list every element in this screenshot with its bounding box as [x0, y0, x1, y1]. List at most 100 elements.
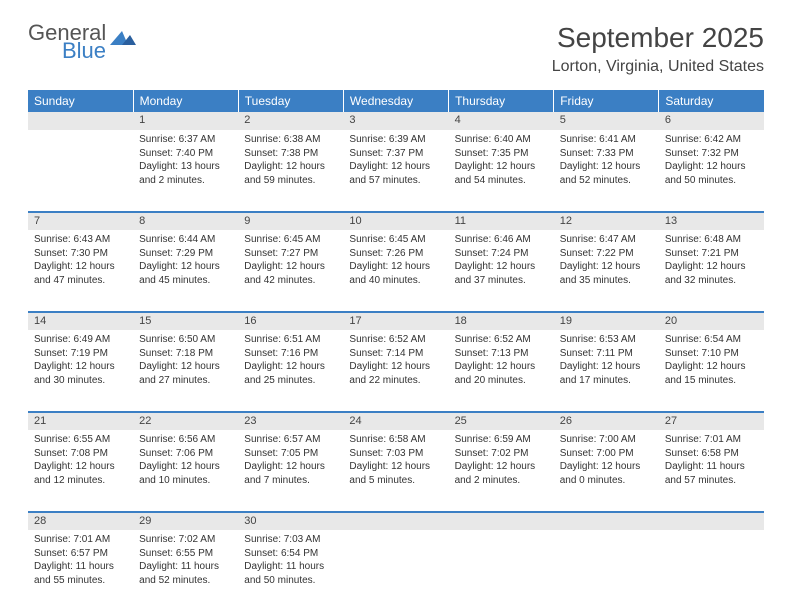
day-cell: Sunrise: 6:45 AMSunset: 7:26 PMDaylight:… [343, 230, 448, 290]
weekday-header: Sunday [28, 90, 133, 112]
sunset-text: Sunset: 7:02 PM [455, 447, 548, 461]
day-body-cell: Sunrise: 7:01 AMSunset: 6:57 PMDaylight:… [28, 530, 133, 612]
calendar-table: Sunday Monday Tuesday Wednesday Thursday… [28, 90, 764, 612]
day-body-cell [449, 530, 554, 612]
sunset-text: Sunset: 7:27 PM [244, 247, 337, 261]
sunset-text: Sunset: 7:13 PM [455, 347, 548, 361]
sunrise-text: Sunrise: 7:02 AM [139, 533, 232, 547]
daynum-cell [659, 512, 764, 530]
day-body-cell: Sunrise: 6:42 AMSunset: 7:32 PMDaylight:… [659, 130, 764, 212]
sunrise-text: Sunrise: 6:41 AM [560, 133, 653, 147]
daylight-text: Daylight: 12 hours and 27 minutes. [139, 360, 232, 387]
day-cell: Sunrise: 6:53 AMSunset: 7:11 PMDaylight:… [554, 330, 659, 390]
day-cell: Sunrise: 6:37 AMSunset: 7:40 PMDaylight:… [133, 130, 238, 190]
day-body-cell: Sunrise: 6:45 AMSunset: 7:27 PMDaylight:… [238, 230, 343, 312]
day-number: 9 [238, 213, 343, 229]
daynum-cell: 9 [238, 212, 343, 230]
weekday-header: Saturday [659, 90, 764, 112]
daynum-cell: 26 [554, 412, 659, 430]
month-title: September 2025 [552, 22, 764, 54]
sunrise-text: Sunrise: 6:57 AM [244, 433, 337, 447]
sunset-text: Sunset: 7:18 PM [139, 347, 232, 361]
daynum-cell: 6 [659, 112, 764, 130]
sunset-text: Sunset: 7:22 PM [560, 247, 653, 261]
daynum-cell: 2 [238, 112, 343, 130]
sunrise-text: Sunrise: 6:39 AM [349, 133, 442, 147]
day-number: 30 [238, 513, 343, 529]
day-cell: Sunrise: 6:54 AMSunset: 7:10 PMDaylight:… [659, 330, 764, 390]
daynum-cell: 19 [554, 312, 659, 330]
daylight-text: Daylight: 11 hours and 50 minutes. [244, 560, 337, 587]
daylight-text: Daylight: 13 hours and 2 minutes. [139, 160, 232, 187]
sunrise-text: Sunrise: 6:50 AM [139, 333, 232, 347]
sunrise-text: Sunrise: 6:38 AM [244, 133, 337, 147]
day-body-cell: Sunrise: 6:37 AMSunset: 7:40 PMDaylight:… [133, 130, 238, 212]
daylight-text: Daylight: 12 hours and 32 minutes. [665, 260, 758, 287]
day-cell: Sunrise: 7:03 AMSunset: 6:54 PMDaylight:… [238, 530, 343, 590]
daynum-cell: 8 [133, 212, 238, 230]
week-row: Sunrise: 7:01 AMSunset: 6:57 PMDaylight:… [28, 530, 764, 612]
day-number: 29 [133, 513, 238, 529]
daynum-cell: 15 [133, 312, 238, 330]
daynum-cell: 23 [238, 412, 343, 430]
daylight-text: Daylight: 12 hours and 7 minutes. [244, 460, 337, 487]
sunset-text: Sunset: 7:26 PM [349, 247, 442, 261]
day-number: 22 [133, 413, 238, 429]
weekday-header: Friday [554, 90, 659, 112]
sunset-text: Sunset: 7:37 PM [349, 147, 442, 161]
day-body-cell: Sunrise: 6:40 AMSunset: 7:35 PMDaylight:… [449, 130, 554, 212]
sunset-text: Sunset: 7:08 PM [34, 447, 127, 461]
sunset-text: Sunset: 7:32 PM [665, 147, 758, 161]
logo-line2: Blue [62, 40, 106, 62]
daynum-cell [28, 112, 133, 130]
weekday-header-row: Sunday Monday Tuesday Wednesday Thursday… [28, 90, 764, 112]
sunrise-text: Sunrise: 6:45 AM [244, 233, 337, 247]
sunrise-text: Sunrise: 6:42 AM [665, 133, 758, 147]
day-number: 2 [238, 112, 343, 128]
daylight-text: Daylight: 12 hours and 54 minutes. [455, 160, 548, 187]
day-cell: Sunrise: 6:42 AMSunset: 7:32 PMDaylight:… [659, 130, 764, 190]
sunset-text: Sunset: 7:29 PM [139, 247, 232, 261]
day-number: 27 [659, 413, 764, 429]
title-block: September 2025 Lorton, Virginia, United … [552, 22, 764, 76]
day-number: 18 [449, 313, 554, 329]
day-number: 24 [343, 413, 448, 429]
weekday-header: Monday [133, 90, 238, 112]
daynum-cell: 27 [659, 412, 764, 430]
daylight-text: Daylight: 12 hours and 0 minutes. [560, 460, 653, 487]
daylight-text: Daylight: 12 hours and 20 minutes. [455, 360, 548, 387]
sunset-text: Sunset: 7:35 PM [455, 147, 548, 161]
day-cell: Sunrise: 6:39 AMSunset: 7:37 PMDaylight:… [343, 130, 448, 190]
sunrise-text: Sunrise: 7:03 AM [244, 533, 337, 547]
daylight-text: Daylight: 12 hours and 5 minutes. [349, 460, 442, 487]
sunrise-text: Sunrise: 6:56 AM [139, 433, 232, 447]
day-number: 25 [449, 413, 554, 429]
sunset-text: Sunset: 7:19 PM [34, 347, 127, 361]
day-body-cell: Sunrise: 6:41 AMSunset: 7:33 PMDaylight:… [554, 130, 659, 212]
day-body-cell: Sunrise: 6:57 AMSunset: 7:05 PMDaylight:… [238, 430, 343, 512]
weekday-header: Thursday [449, 90, 554, 112]
sunrise-text: Sunrise: 6:52 AM [455, 333, 548, 347]
daylight-text: Daylight: 12 hours and 10 minutes. [139, 460, 232, 487]
weekday-header: Wednesday [343, 90, 448, 112]
daynum-cell: 30 [238, 512, 343, 530]
week-row: Sunrise: 6:49 AMSunset: 7:19 PMDaylight:… [28, 330, 764, 412]
sunrise-text: Sunrise: 6:37 AM [139, 133, 232, 147]
sunset-text: Sunset: 6:54 PM [244, 547, 337, 561]
sunset-text: Sunset: 7:05 PM [244, 447, 337, 461]
sunset-text: Sunset: 6:58 PM [665, 447, 758, 461]
day-cell: Sunrise: 6:41 AMSunset: 7:33 PMDaylight:… [554, 130, 659, 190]
day-cell: Sunrise: 7:02 AMSunset: 6:55 PMDaylight:… [133, 530, 238, 590]
day-number: 23 [238, 413, 343, 429]
day-number: 5 [554, 112, 659, 128]
sunrise-text: Sunrise: 7:00 AM [560, 433, 653, 447]
daylight-text: Daylight: 12 hours and 50 minutes. [665, 160, 758, 187]
sunset-text: Sunset: 7:10 PM [665, 347, 758, 361]
sunset-text: Sunset: 6:55 PM [139, 547, 232, 561]
sunrise-text: Sunrise: 6:58 AM [349, 433, 442, 447]
day-body-cell [554, 530, 659, 612]
day-cell: Sunrise: 7:01 AMSunset: 6:58 PMDaylight:… [659, 430, 764, 490]
daynum-cell [554, 512, 659, 530]
day-cell: Sunrise: 6:59 AMSunset: 7:02 PMDaylight:… [449, 430, 554, 490]
day-body-cell: Sunrise: 6:54 AMSunset: 7:10 PMDaylight:… [659, 330, 764, 412]
